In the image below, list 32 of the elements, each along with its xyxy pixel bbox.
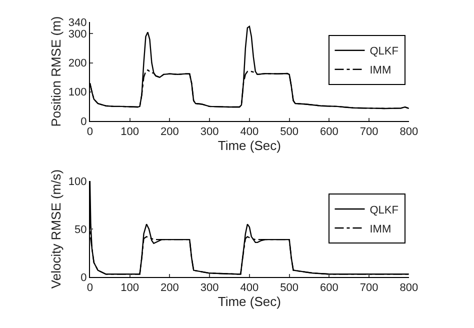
x-tick-label: 700 [360, 126, 378, 138]
x-tick-label: 600 [320, 282, 338, 294]
x-axis-title: Time (Sec) [218, 294, 281, 310]
x-tick-label: 100 [120, 282, 139, 294]
x-tick-label: 500 [280, 126, 298, 138]
x-axis-title: Time (Sec) [218, 138, 281, 154]
y-tick-label: 340 [68, 16, 87, 29]
x-tick-label: 800 [400, 282, 418, 294]
y-tick-label: 100 [68, 176, 87, 188]
x-tick-label: 300 [200, 126, 219, 138]
y-tick-label: 100 [68, 86, 87, 99]
legend-label: IMM [370, 223, 392, 236]
y-tick-label: 300 [68, 28, 87, 40]
y-axis-title: Position RMSE (m) [48, 16, 64, 127]
x-tick-label: 800 [400, 126, 418, 138]
y-tick-label: 50 [74, 224, 87, 236]
legend-label: QLKF [370, 46, 399, 58]
y-axis-title: Velocity RMSE (m/s) [48, 169, 64, 289]
legend-label: QLKF [370, 204, 399, 216]
legend-label: IMM [370, 64, 392, 77]
x-tick-label: 700 [360, 282, 378, 294]
x-tick-label: 200 [160, 282, 179, 294]
y-tick-label: 200 [68, 58, 87, 70]
x-tick-label: 200 [160, 126, 179, 138]
x-tick-label: 300 [200, 282, 219, 294]
y-tick-label: 0 [80, 116, 87, 128]
x-tick-label: 400 [240, 126, 259, 138]
x-tick-label: 100 [120, 126, 139, 138]
x-tick-label: 600 [320, 126, 338, 138]
y-tick-label: 0 [80, 272, 87, 284]
x-tick-label: 500 [280, 282, 298, 294]
x-tick-label: 400 [240, 282, 259, 294]
